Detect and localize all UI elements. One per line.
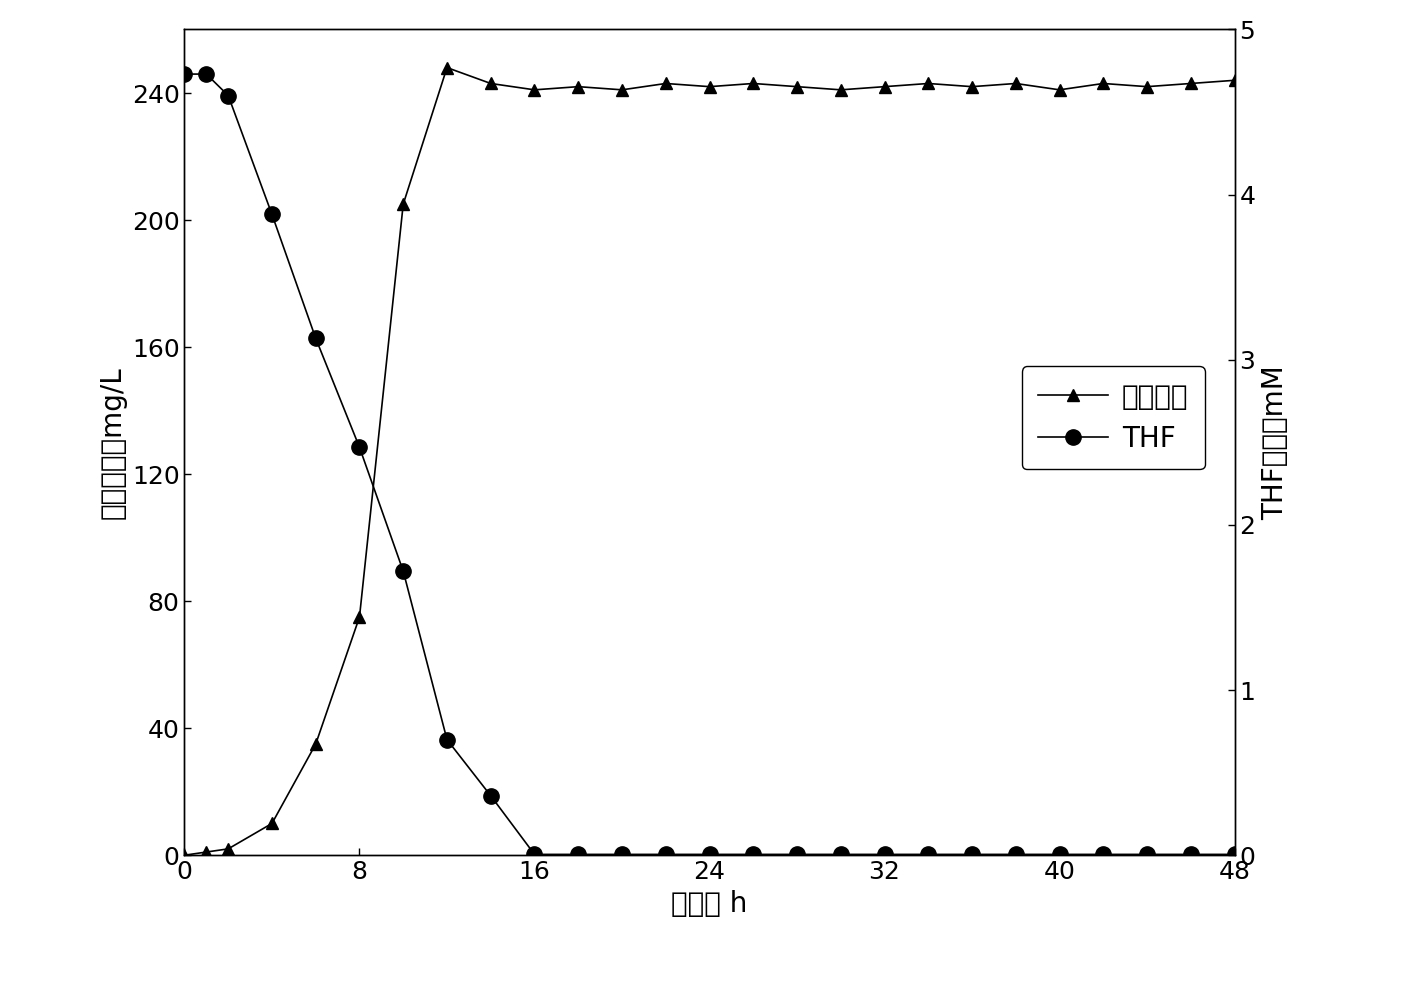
THF (745, 848, 762, 860)
菌体浓度 (307, 738, 324, 750)
菌体浓度 (394, 199, 412, 210)
THF (350, 441, 368, 453)
THF (1226, 848, 1243, 860)
菌体浓度 (613, 84, 630, 95)
菌体浓度 (220, 843, 237, 855)
Line: 菌体浓度: 菌体浓度 (179, 61, 1240, 861)
菌体浓度 (1007, 78, 1025, 89)
THF (307, 332, 324, 344)
THF (1007, 848, 1025, 860)
THF (1138, 848, 1155, 860)
菌体浓度 (832, 84, 849, 95)
THF (197, 68, 214, 80)
THF (438, 733, 455, 745)
菌体浓度 (745, 78, 762, 89)
THF (1182, 848, 1199, 860)
Y-axis label: 菌体干重，mg/L: 菌体干重，mg/L (98, 366, 126, 519)
菌体浓度 (1226, 75, 1243, 87)
THF (264, 208, 281, 220)
THF (964, 848, 981, 860)
THF (920, 848, 937, 860)
THF (569, 848, 587, 860)
THF (876, 848, 893, 860)
Legend: 菌体浓度, THF: 菌体浓度, THF (1022, 366, 1205, 469)
THF (176, 68, 193, 80)
THF (832, 848, 849, 860)
菌体浓度 (197, 846, 214, 858)
菌体浓度 (1095, 78, 1112, 89)
菌体浓度 (438, 62, 455, 74)
菌体浓度 (657, 78, 674, 89)
THF (657, 848, 674, 860)
THF (482, 790, 499, 802)
菌体浓度 (920, 78, 937, 89)
菌体浓度 (789, 81, 806, 92)
菌体浓度 (1182, 78, 1199, 89)
菌体浓度 (1051, 84, 1069, 95)
菌体浓度 (569, 81, 587, 92)
THF (394, 565, 412, 577)
THF (701, 848, 718, 860)
THF (613, 848, 630, 860)
菌体浓度 (701, 81, 718, 92)
Line: THF: THF (177, 67, 1242, 862)
THF (1095, 848, 1112, 860)
菌体浓度 (964, 81, 981, 92)
菌体浓度 (350, 611, 368, 623)
X-axis label: 时间， h: 时间， h (671, 890, 748, 917)
THF (526, 848, 543, 860)
菌体浓度 (526, 84, 543, 95)
菌体浓度 (264, 818, 281, 830)
Y-axis label: THF浓度，mM: THF浓度，mM (1261, 365, 1288, 520)
THF (220, 89, 237, 101)
菌体浓度 (176, 849, 193, 861)
THF (1051, 848, 1069, 860)
菌体浓度 (1138, 81, 1155, 92)
菌体浓度 (482, 78, 499, 89)
菌体浓度 (876, 81, 893, 92)
THF (789, 848, 806, 860)
